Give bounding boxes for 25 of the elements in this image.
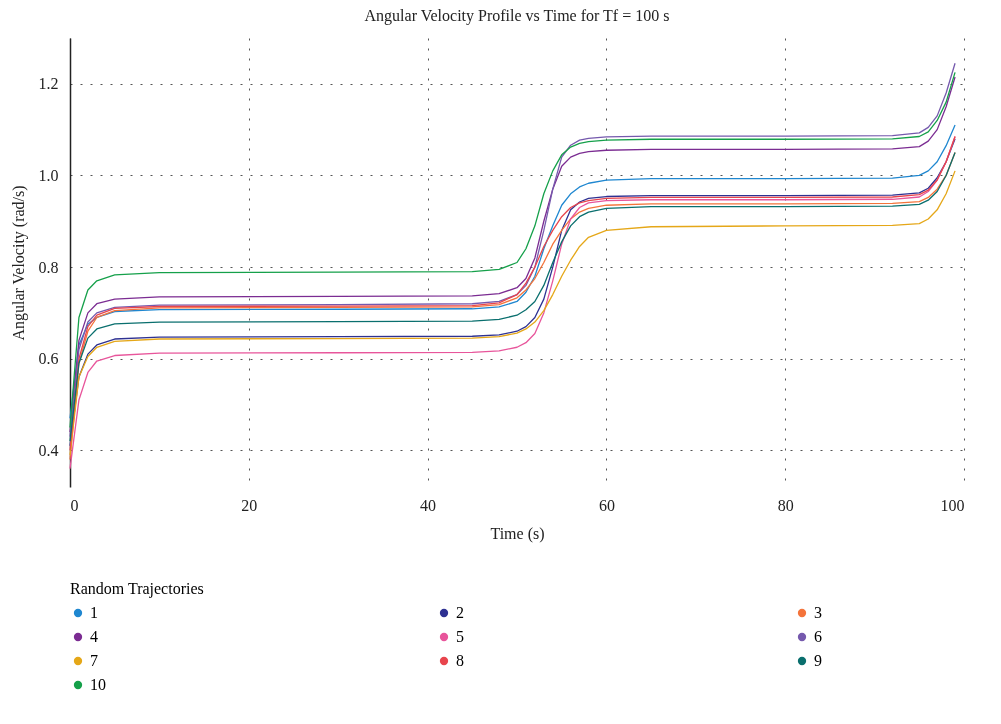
x-tick-label: 100 bbox=[940, 496, 965, 514]
y-tick-label: 0.4 bbox=[38, 441, 59, 459]
x-tick-label: 40 bbox=[420, 496, 437, 514]
x-tick-label: 80 bbox=[777, 496, 794, 514]
legend-title: Random Trajectories bbox=[70, 580, 204, 598]
legend-label: 2 bbox=[456, 604, 464, 621]
y-tick-label: 1.2 bbox=[38, 75, 59, 93]
x-axis-title: Time (s) bbox=[490, 524, 545, 543]
legend-label: 6 bbox=[814, 628, 822, 645]
legend-label: 8 bbox=[456, 652, 464, 669]
y-tick-label: 0.8 bbox=[38, 258, 59, 276]
y-axis-title: Angular Velocity (rad/s) bbox=[9, 185, 28, 341]
x-tick-label: 0 bbox=[70, 496, 79, 514]
legend-label: 5 bbox=[456, 628, 464, 645]
legend-label: 7 bbox=[90, 652, 98, 669]
chart-title: Angular Velocity Profile vs Time for Tf = 100 s bbox=[364, 7, 670, 25]
legend-label: 4 bbox=[90, 628, 98, 645]
y-tick-label: 0.6 bbox=[38, 350, 59, 368]
legend-label: 1 bbox=[90, 604, 98, 621]
x-tick-label: 60 bbox=[598, 496, 615, 514]
x-tick-label: 20 bbox=[241, 496, 258, 514]
legend-label: 3 bbox=[814, 604, 822, 621]
legend-label: 10 bbox=[90, 676, 106, 693]
y-tick-label: 1.0 bbox=[38, 166, 59, 184]
legend-label: 9 bbox=[814, 652, 822, 669]
